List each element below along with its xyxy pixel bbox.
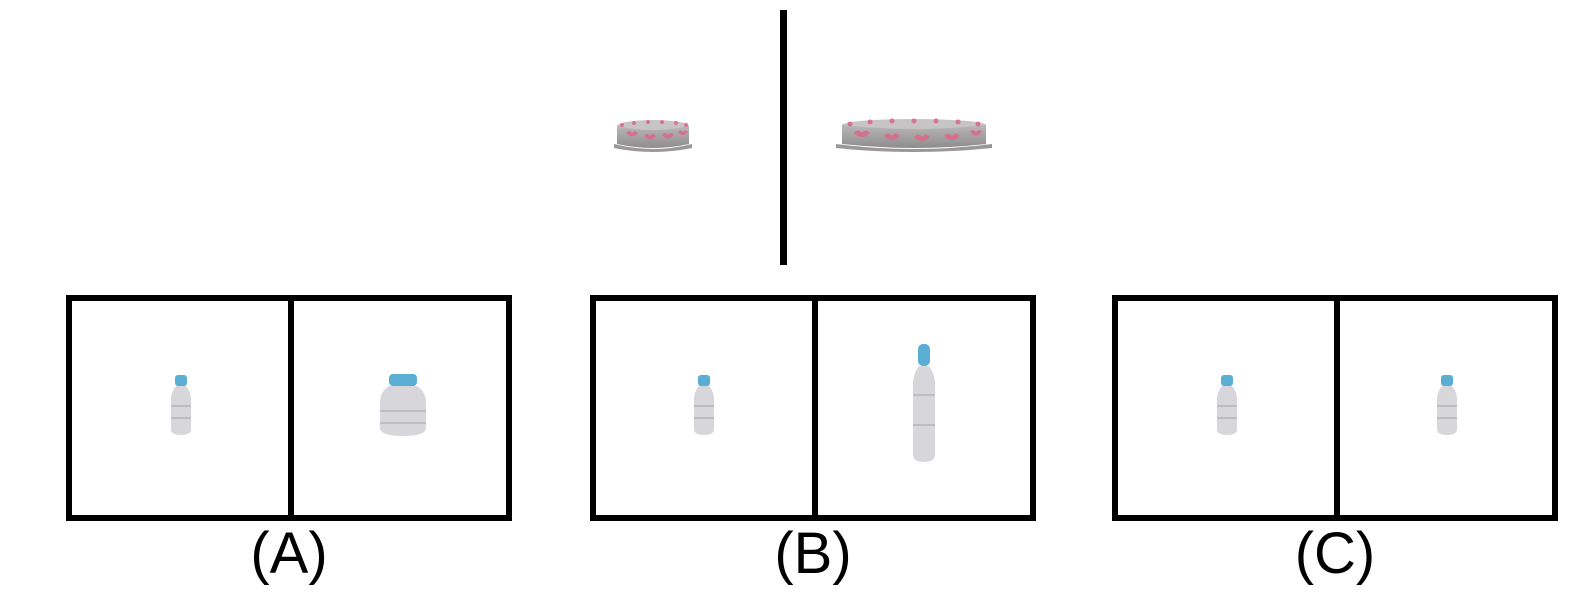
bottle-icon (1217, 375, 1237, 435)
option-a-panel[interactable] (66, 295, 512, 521)
option-b-label: (B) (774, 521, 852, 586)
option-a-label: (A) (250, 521, 328, 586)
bottle-icon (913, 344, 935, 462)
panel-divider (812, 301, 818, 515)
panel-divider (288, 301, 294, 515)
reference-divider (780, 10, 787, 265)
cake-icon (836, 118, 992, 152)
panel-divider (1334, 301, 1340, 515)
bottle-icon (171, 375, 191, 435)
bottle-icon (694, 375, 714, 435)
option-c-panel[interactable] (1112, 295, 1558, 521)
cake-icon (614, 120, 692, 152)
option-c-label: (C) (1294, 521, 1376, 586)
option-b-panel[interactable] (590, 295, 1036, 521)
bottle-icon (380, 374, 426, 436)
bottle-icon (1437, 375, 1457, 435)
